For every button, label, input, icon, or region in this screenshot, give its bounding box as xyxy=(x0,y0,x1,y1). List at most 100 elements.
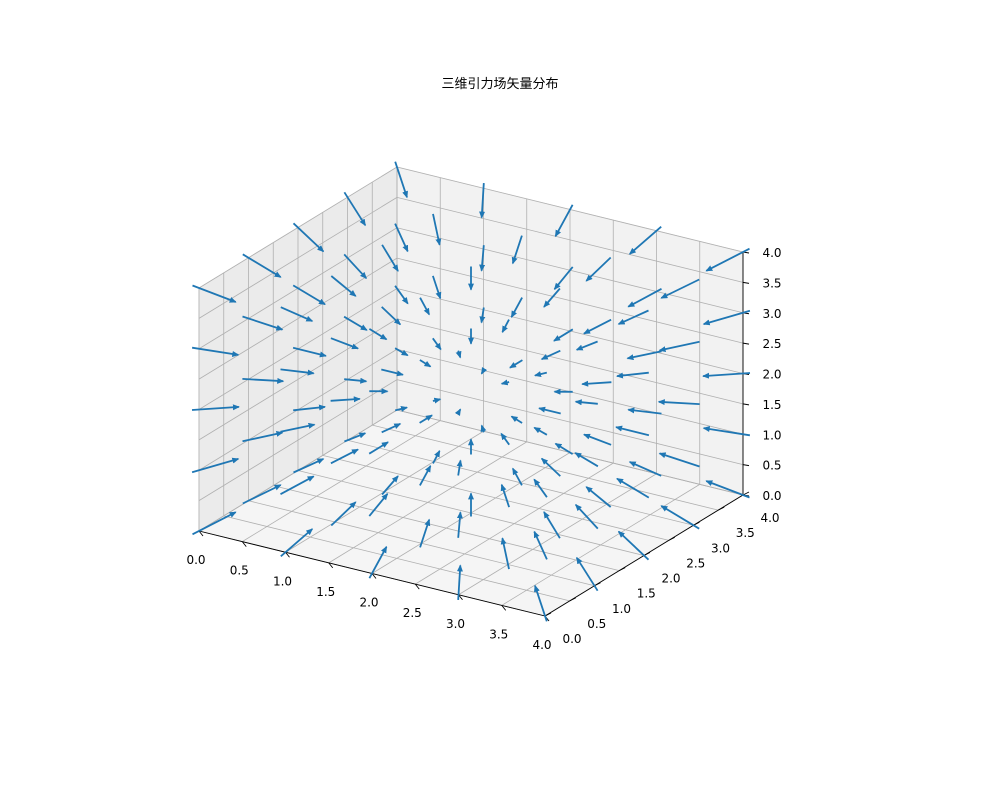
vector-arrow xyxy=(627,288,662,308)
vector-arrow xyxy=(533,530,548,560)
vector-arrow xyxy=(702,372,751,379)
vector-arrow xyxy=(292,222,325,253)
vector-arrow xyxy=(533,426,548,436)
vector-arrow xyxy=(280,475,315,495)
z-tick-label: 3.0 xyxy=(762,307,781,321)
vector-arrow xyxy=(242,484,282,505)
z-tick-label: 1.5 xyxy=(762,398,781,412)
vector-arrow xyxy=(500,379,510,386)
vector-arrow xyxy=(454,408,462,416)
vector-arrow xyxy=(394,347,409,357)
vector-arrow xyxy=(543,287,561,308)
y-tick-label: 0.0 xyxy=(562,632,581,646)
vector-arrow xyxy=(534,584,548,622)
vector-arrow xyxy=(191,457,240,474)
grid-line xyxy=(372,424,719,511)
vector-arrow xyxy=(330,337,359,350)
vector-arrow xyxy=(394,161,408,199)
vector-arrow xyxy=(456,459,463,476)
vector-arrow xyxy=(419,465,432,486)
vector-arrow xyxy=(192,284,237,303)
vector-arrow xyxy=(615,425,650,437)
vector-arrow xyxy=(343,315,368,331)
vector-arrow xyxy=(616,371,649,379)
vector-arrow xyxy=(628,226,662,255)
vector-arrow xyxy=(554,442,574,455)
vector-arrow xyxy=(575,340,598,351)
y-tick xyxy=(668,536,675,541)
vector-arrow xyxy=(419,518,431,548)
vector-arrow xyxy=(657,399,700,406)
vector-arrow xyxy=(280,306,314,322)
z-tick xyxy=(742,342,750,345)
vector-arrow xyxy=(456,511,463,538)
vector-arrow xyxy=(330,396,361,403)
y-tick xyxy=(569,597,576,602)
vector-arrow xyxy=(394,223,409,253)
vector-arrow xyxy=(191,404,240,411)
vector-arrow xyxy=(432,275,442,300)
vector-arrow xyxy=(581,380,612,387)
vector-arrow xyxy=(575,503,599,530)
vector-arrow xyxy=(344,377,368,384)
vector-arrow xyxy=(330,275,357,297)
y-tick xyxy=(619,567,626,572)
vector-arrow xyxy=(554,204,574,238)
vector-arrow xyxy=(583,318,612,335)
grid-line xyxy=(322,454,669,541)
vector-arrow xyxy=(705,480,750,499)
x-tick xyxy=(285,551,290,558)
vector-arrow xyxy=(585,256,612,282)
x-tick xyxy=(501,605,507,611)
vector-arrow xyxy=(511,235,523,265)
vector-arrow xyxy=(368,493,389,517)
vector-arrow xyxy=(419,359,432,368)
vector-arrow xyxy=(394,285,409,305)
tick-labels: 0.0 0.5 1.0 1.5 2.0 2.5 3.0 3.5 4.0 0.0 0.5 1.0 1.5 2… xyxy=(186,246,781,652)
x-tick-label: 2.5 xyxy=(403,606,422,620)
vector-arrow xyxy=(705,247,750,272)
vector-arrow xyxy=(293,458,325,474)
vector-arrow xyxy=(479,307,486,324)
vector-arrow xyxy=(540,349,561,361)
z-tick xyxy=(742,281,750,284)
y-tick xyxy=(544,612,552,617)
x-tick xyxy=(241,541,247,547)
y-tick-label: 2.5 xyxy=(686,556,705,570)
vector-arrow xyxy=(242,253,282,278)
y-tick-label: 1.0 xyxy=(612,602,631,616)
vector-arrow xyxy=(381,368,404,377)
y-tick xyxy=(718,506,725,511)
x-tick xyxy=(414,583,420,590)
y-tick xyxy=(693,521,700,526)
vector-arrow xyxy=(627,407,662,415)
vector-arrow xyxy=(702,309,751,326)
vector-arrow xyxy=(534,371,548,377)
vector-arrow xyxy=(616,477,650,499)
vector-arrow xyxy=(432,213,442,246)
vector-arrow xyxy=(480,367,488,375)
z-tick-label: 0.0 xyxy=(762,489,781,503)
vector-arrow xyxy=(509,359,523,369)
vector-arrow xyxy=(533,478,548,498)
vector-arrow xyxy=(419,297,430,316)
axis-panes xyxy=(197,166,745,617)
vector-arrow xyxy=(510,415,523,424)
vector-arrow xyxy=(192,511,237,536)
vector-arrow xyxy=(242,430,284,443)
grid-line xyxy=(415,462,614,585)
vector-arrow xyxy=(343,253,367,280)
x-tick-label: 1.0 xyxy=(273,574,292,588)
grid-line xyxy=(396,196,744,283)
vector-arrow xyxy=(280,528,314,557)
vector-arrow xyxy=(292,346,327,358)
vector-arrow xyxy=(343,191,367,227)
vector-arrow xyxy=(456,564,463,600)
vector-arrow xyxy=(292,284,326,306)
y-tick-label: 4.0 xyxy=(760,511,779,525)
x-tick-label: 0.5 xyxy=(230,564,249,578)
z-tick-label: 2.0 xyxy=(762,368,781,382)
vector-arrow xyxy=(500,483,510,508)
vector-arrow xyxy=(553,266,574,290)
